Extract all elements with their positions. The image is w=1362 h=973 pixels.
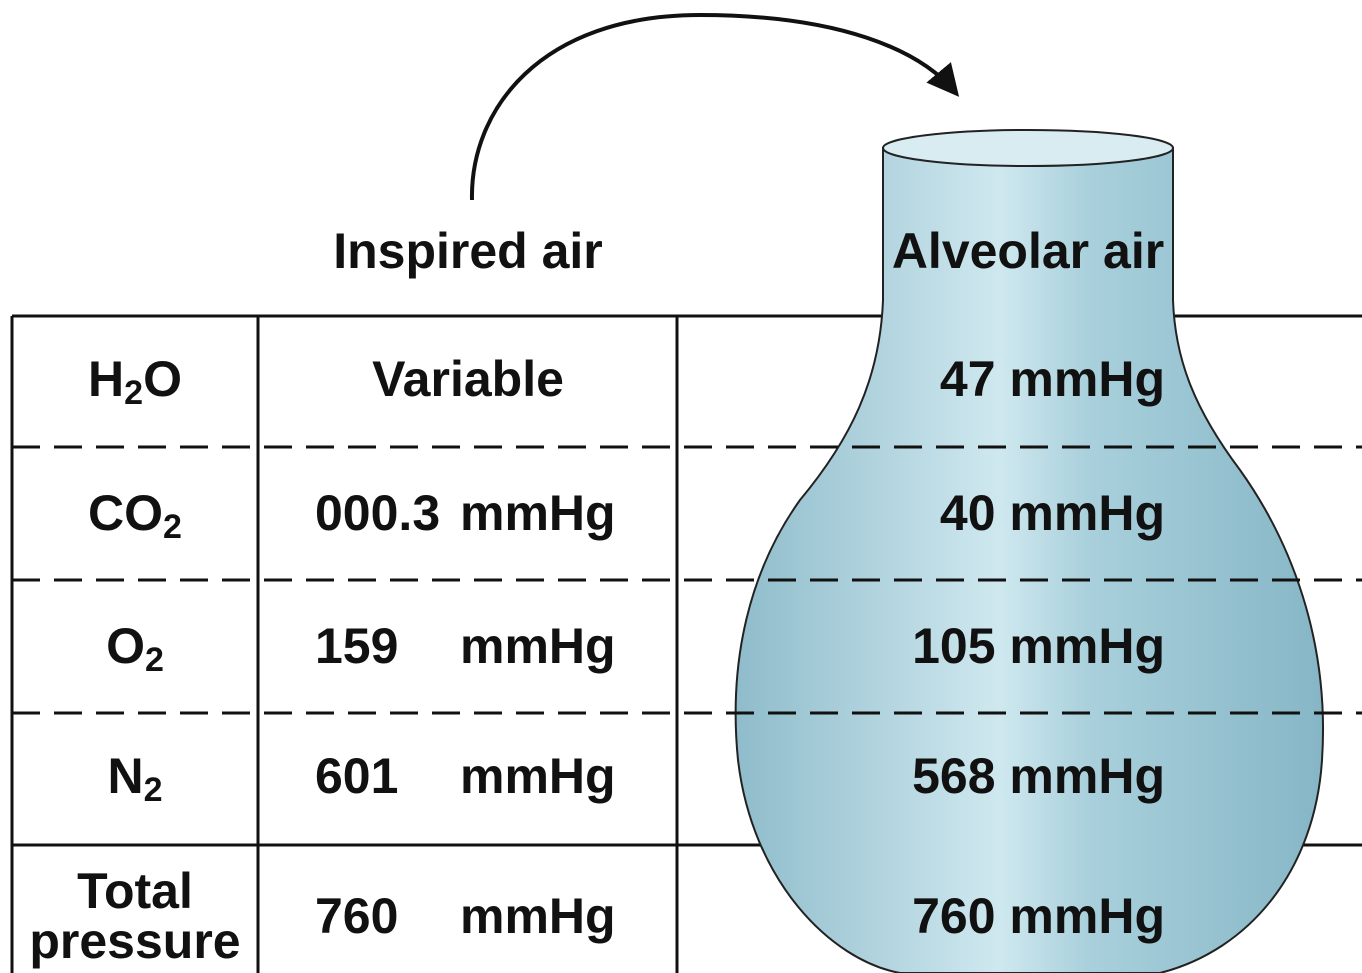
gas-label: pressure [29, 913, 240, 969]
inspired-value: 760 [315, 888, 398, 944]
inspired-value: Variable [372, 351, 564, 407]
inspired-value: 000.3 [315, 485, 440, 541]
gas-symbol: CO [88, 485, 163, 541]
inspired-unit: mmHg [460, 888, 616, 944]
header: Inspired air [333, 223, 603, 279]
gas-label: CO2 [88, 485, 182, 546]
alveolar-value: 40 mmHg [940, 485, 1165, 541]
alveolar-value: 760 mmHg [912, 888, 1165, 944]
alveolar-value: 47 mmHg [940, 351, 1165, 407]
gas-symbol: O [143, 351, 182, 407]
inspired-unit: mmHg [460, 748, 616, 804]
alveolar-value: 568 mmHg [912, 748, 1165, 804]
gas-subscript: 2 [145, 641, 164, 679]
gas-subscript: 2 [124, 374, 143, 412]
header: Alveolar air [892, 223, 1164, 279]
inspired-value: 601 [315, 748, 398, 804]
gas-label: N2 [107, 748, 162, 809]
gas-subscript: 2 [144, 771, 163, 809]
gas-symbol: O [106, 618, 145, 674]
gas-subscript: 2 [163, 508, 182, 546]
gas-symbol: N [107, 748, 143, 804]
inspired-unit: mmHg [460, 485, 616, 541]
gas-label: Total [77, 863, 193, 919]
gas-label: O2 [106, 618, 164, 679]
gas-label: H2O [88, 351, 182, 412]
alveolar-value: 105 mmHg [912, 618, 1165, 674]
flask-mouth [883, 130, 1173, 166]
inspired-value: 159 [315, 618, 398, 674]
inspired-unit: mmHg [460, 618, 616, 674]
diagram: Inspired air Alveolar air H2OVariable47 … [0, 0, 1362, 973]
gas-symbol: H [88, 351, 124, 407]
